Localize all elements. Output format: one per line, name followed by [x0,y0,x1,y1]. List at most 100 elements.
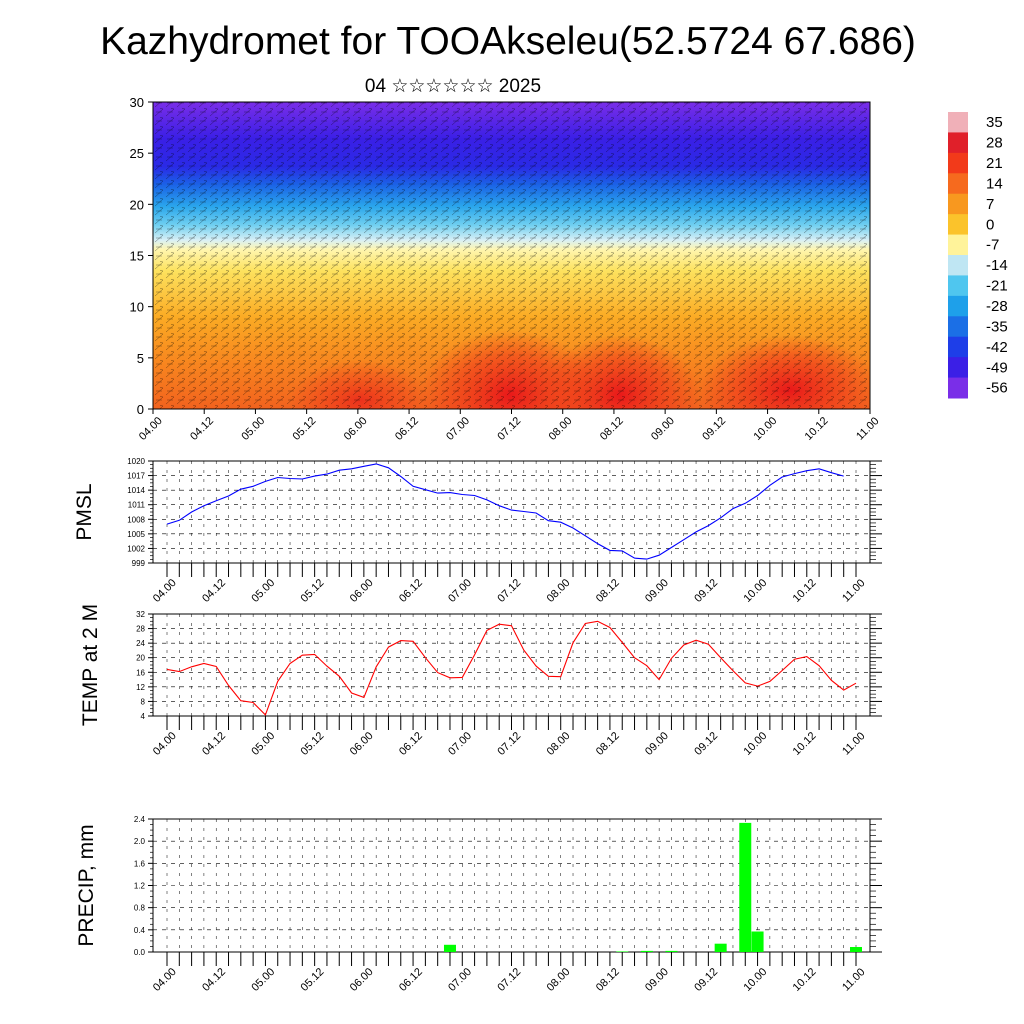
xs-y-tick-label: 30 [130,95,144,110]
x-tick-label: 04.12 [200,577,228,605]
x-tick-label: 08.00 [545,730,573,758]
y-axis-label: PRECIP, mm [75,824,98,946]
x-tick-label: 04.00 [151,577,179,605]
colorbar-block [948,173,968,195]
y-tick-label: 20 [136,654,145,663]
y-tick-label: 2.4 [134,815,146,824]
x-tick-label: 08.12 [594,730,622,758]
cross-section-panel: 0 5 10 15 20 25 30 04.00 04.12 05.00 05.12 06.00 06.… [130,95,882,443]
xs-x-tick-label: 07.00 [444,415,472,443]
x-tick-label: 10.00 [741,966,769,994]
x-tick-label: 06.12 [397,730,425,758]
colorbar-block [948,234,968,256]
colorbar-label: 14 [986,175,1003,192]
xs-y-tick-label: 25 [130,146,144,161]
y-tick-label: 28 [136,625,145,634]
colorbar-label: -14 [986,257,1008,274]
xs-x-tick-label: 09.12 [700,415,728,443]
colorbar-label: -56 [986,380,1008,397]
colorbar-blocks [948,112,968,399]
colorbar-label: 35 [986,114,1003,131]
xs-x-tick-label: 08.00 [547,415,575,443]
pmsl-panel: 999 1002 1005 1008 1011 1014 1017 1020 04.00 04.1… [73,457,882,605]
x-tick-label: 09.00 [643,966,671,994]
x-tick-label: 10.12 [791,966,819,994]
figure-title: Kazhydromet for TOOAkseleu(52.5724 67.68… [100,20,916,63]
x-tick-label: 05.12 [299,730,327,758]
x-tick-label: 10.12 [791,577,819,605]
precip-bar [739,822,752,952]
x-tick-label: 05.00 [249,577,277,605]
y-axis-label: PMSL [73,483,96,540]
xs-x-tick-label: 11.00 [854,415,881,442]
colorbar-block [948,295,968,317]
x-tick-label: 04.00 [151,966,179,994]
y-tick-label: 999 [132,559,146,568]
x-tick-label: 09.12 [692,966,720,994]
colorbar-label: -42 [986,339,1008,356]
panel-frame [152,613,871,717]
x-tick-label: 04.12 [200,966,228,994]
x-tick-label: 10.12 [791,730,819,758]
y-tick-label: 1011 [128,501,146,510]
xs-x-tick-label: 04.12 [188,415,216,443]
x-tick-label: 08.00 [545,577,573,605]
precip-bar [640,950,653,952]
x-tick-label: 04.00 [151,730,179,758]
colorbar-block [948,377,968,399]
x-tick-label: 09.00 [643,730,671,758]
x-tick-label: 06.00 [348,577,376,605]
xs-x-tick-label: 08.12 [598,415,626,443]
y-tick-label: 8 [141,697,146,706]
x-tick-label: 10.00 [741,730,769,758]
x-tick-label: 07.00 [446,966,474,994]
wind-barb-field [153,102,870,409]
y-tick-label: 12 [136,683,145,692]
precip-panel: 0.0 0.4 0.8 1.2 1.6 2.0 2.4 04.00 04.12 05.00 05.1… [75,815,882,994]
x-tick-label: 11.00 [840,730,867,757]
x-tick-label: 08.00 [545,966,573,994]
x-tick-label: 04.12 [200,730,228,758]
temp-panel: 4 8 12 16 20 24 28 32 04.00 04.12 05.00 05.12 06.00 0… [79,604,882,758]
x-tick-label: 10.00 [741,577,769,605]
pmsl-series-line [166,463,844,560]
xs-x-tick-label: 05.00 [239,415,267,443]
x-tick-label: 06.12 [397,966,425,994]
x-tick-label: 07.12 [495,577,523,605]
x-tick-label: 08.12 [594,966,622,994]
panel-frame [152,460,871,564]
colorbar-block [948,336,968,358]
x-tick-label: 05.00 [249,966,277,994]
figure-subtitle: 04 ☆☆☆☆☆☆ 2025 [365,76,541,97]
precip-bar [714,943,727,952]
xs-y-tick-label: 20 [130,197,144,212]
x-tick-label: 06.00 [348,730,376,758]
x-tick-label: 05.12 [299,577,327,605]
xs-x-tick-label: 06.12 [393,415,421,443]
precip-bar [443,944,456,952]
colorbar-label: -49 [986,359,1008,376]
precip-bar [751,931,764,952]
x-tick-label: 07.00 [446,730,474,758]
x-tick-label: 09.12 [692,730,720,758]
xs-y-tick-label: 10 [130,300,144,315]
colorbar-label: -28 [986,298,1008,315]
colorbar-label: 0 [986,216,994,233]
x-tick-label: 05.00 [249,730,277,758]
y-tick-label: 1.6 [134,859,146,868]
xs-y-tick-label: 0 [137,402,144,417]
colorbar-label: -35 [986,318,1008,335]
colorbar-block [948,193,968,215]
y-tick-label: 24 [136,639,145,648]
xs-x-tick-label: 05.12 [291,415,319,443]
temp-series-line [166,620,857,716]
colorbar-label: -21 [986,278,1008,295]
xs-y-tick-label: 5 [137,351,144,366]
xs-x-tick-label: 04.00 [137,415,165,443]
y-tick-label: 32 [136,610,145,619]
colorbar-block [948,275,968,297]
x-tick-label: 07.12 [495,730,523,758]
colorbar-block [948,214,968,236]
y-tick-label: 1014 [127,486,145,495]
y-tick-label: 1020 [127,457,145,466]
